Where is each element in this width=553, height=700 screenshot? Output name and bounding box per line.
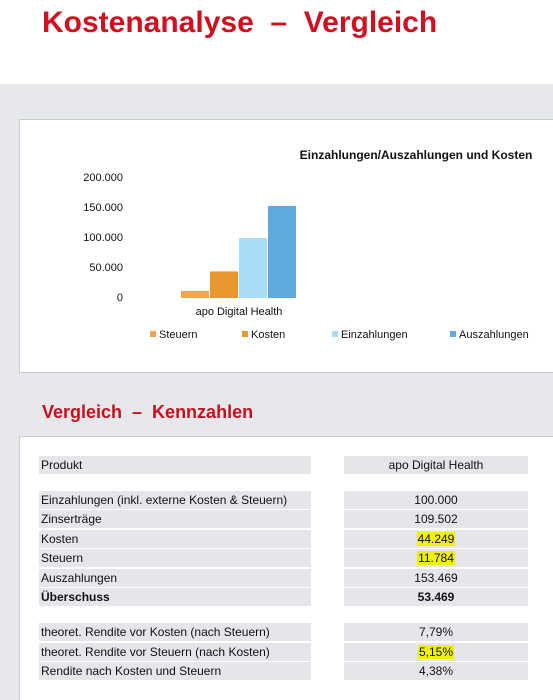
table-cell: Kosten xyxy=(39,529,311,548)
table-cell: 100.000 xyxy=(344,491,528,509)
table-cell: Zinserträge xyxy=(39,510,311,529)
cell-text: theoret. Rendite vor Kosten (nach Steuer… xyxy=(41,625,270,640)
table-cell: 7,79% xyxy=(344,623,528,642)
table-cell: 5,15% xyxy=(344,642,528,661)
table-cell: 44.249 xyxy=(344,529,528,548)
table-cell: theoret. Rendite vor Kosten (nach Steuer… xyxy=(39,623,311,642)
y-tick-label: 200.000 xyxy=(83,172,123,184)
table-cell: Überschuss xyxy=(39,588,311,606)
table-cell: 4,38% xyxy=(344,662,528,681)
cell-text: Auszahlungen xyxy=(41,570,118,585)
table-cell: Einzahlungen (inkl. externe Kosten & Ste… xyxy=(39,491,311,509)
table-cell: theoret. Rendite vor Steuern (nach Koste… xyxy=(39,642,311,661)
table-cell: 53.469 xyxy=(344,588,528,606)
cell-text: Rendite nach Kosten und Steuern xyxy=(41,664,222,679)
page-title: Kostenanalyse – Vergleich xyxy=(42,6,438,39)
cell-text: Zinserträge xyxy=(41,512,102,527)
y-tick-label: 150.000 xyxy=(83,202,123,214)
bar xyxy=(181,290,209,298)
legend-swatch xyxy=(242,331,248,337)
table-cell: Produkt xyxy=(39,456,311,474)
cell-text: 109.502 xyxy=(414,512,458,527)
cell-text: 7,79% xyxy=(418,625,454,640)
cell-text: 4,38% xyxy=(418,664,454,679)
cell-text: 44.249 xyxy=(416,531,456,546)
header: Kostenanalyse – Vergleich xyxy=(0,0,553,84)
cell-text: 100.000 xyxy=(414,493,458,507)
cell-text: Produkt xyxy=(41,458,83,472)
cell-text: Steuern xyxy=(41,551,84,566)
cell-text: 5,15% xyxy=(417,644,455,659)
table-cell: Rendite nach Kosten und Steuern xyxy=(39,662,311,681)
cell-text: Überschuss xyxy=(41,590,110,604)
table: Produkt apo Digital Health Einzahlungen (i… xyxy=(19,436,553,700)
cell-text: Kosten xyxy=(41,531,79,546)
chart-panel: Einzahlungen/Auszahlungen und Kosten 0 50… xyxy=(19,119,553,373)
table-cell: 153.469 xyxy=(344,568,528,587)
y-tick-label: 100.000 xyxy=(83,232,123,244)
section-title: Vergleich – Kennzahlen xyxy=(42,402,254,422)
table-cell: apo Digital Health xyxy=(344,456,528,474)
bar xyxy=(210,271,238,298)
bar xyxy=(239,238,267,298)
legend-label: Einzahlungen xyxy=(341,329,408,341)
legend-swatch xyxy=(150,331,156,337)
cell-text: 53.469 xyxy=(417,590,455,604)
legend-label: Kosten xyxy=(251,329,285,341)
table-cell: 109.502 xyxy=(344,510,528,529)
chart-title: Einzahlungen/Auszahlungen und Kosten xyxy=(300,148,533,162)
legend-swatch xyxy=(450,331,456,337)
cell-text: 11.784 xyxy=(417,551,455,566)
cell-text: Einzahlungen (inkl. externe Kosten & Ste… xyxy=(41,493,288,507)
chart: Einzahlungen/Auszahlungen und Kosten 0 50… xyxy=(83,148,533,341)
y-tick-label: 0 xyxy=(117,292,123,304)
cell-text: 153.469 xyxy=(414,570,458,585)
table-cell: Steuern xyxy=(39,549,311,568)
bar xyxy=(268,205,296,298)
legend-swatch xyxy=(332,331,338,337)
cell-text: theoret. Rendite vor Steuern (nach Koste… xyxy=(41,644,270,659)
table-cell: 11.784 xyxy=(344,549,528,568)
x-tick-label: apo Digital Health xyxy=(196,306,283,318)
cell-text: apo Digital Health xyxy=(388,458,484,472)
legend-label: Auszahlungen xyxy=(459,329,529,341)
legend-label: Steuern xyxy=(159,329,198,341)
y-tick-label: 50.000 xyxy=(89,262,123,274)
table-cell: Auszahlungen xyxy=(39,568,311,587)
